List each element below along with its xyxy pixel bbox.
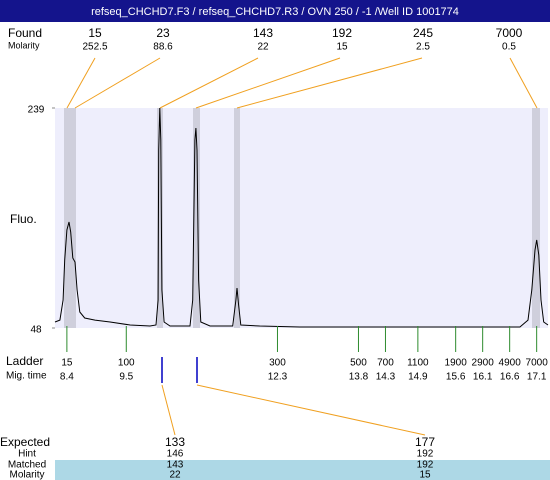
- found-label: Found: [8, 26, 42, 40]
- found-molarity: 88.6: [153, 42, 173, 53]
- chart-title: refseq_CHCHD7.F3 / refseq_CHCHD7.R3 / OV…: [91, 6, 459, 18]
- ladder-sublabel: Mig. time: [6, 371, 47, 382]
- ladder-time: 12.3: [268, 372, 288, 383]
- ladder-time: 14.3: [376, 372, 396, 383]
- molarity-value: 22: [169, 470, 181, 480]
- connectors: [66, 57, 538, 436]
- ladder-time: 13.8: [349, 372, 369, 383]
- ladder-size: 2900: [472, 358, 495, 369]
- found-sublabel: Molarity: [8, 40, 40, 50]
- marker-band: [64, 108, 76, 328]
- ladder-size: 100: [118, 358, 135, 369]
- plot-area: [55, 108, 548, 328]
- ladder-time: 15.6: [446, 372, 466, 383]
- title-bar: [0, 0, 550, 22]
- molarity-band: [55, 470, 550, 480]
- hint-value: 146: [167, 449, 184, 460]
- found-molarity: 252.5: [82, 42, 107, 53]
- ladder-size: 1100: [407, 358, 429, 369]
- y-tick-label: 239: [28, 105, 45, 116]
- y-tick-label: 48: [30, 325, 42, 336]
- ladder-size: 700: [377, 358, 394, 369]
- expected-label: Expected: [0, 435, 50, 449]
- found-size: 143: [253, 26, 273, 40]
- trace: [54, 107, 549, 328]
- marker-band: [532, 108, 540, 328]
- molarity-label: Molarity: [9, 470, 44, 480]
- molarity-value: 15: [419, 470, 431, 480]
- ladder-time: 16.6: [500, 372, 520, 383]
- found-molarity: 15: [336, 42, 348, 53]
- matched-value: 143: [167, 460, 184, 471]
- ladder-size: 7000: [526, 358, 549, 369]
- ladder-size: 500: [350, 358, 367, 369]
- ladder-time: 16.1: [473, 372, 493, 383]
- ladder-time: 14.9: [408, 372, 428, 383]
- hint-value: 192: [417, 449, 434, 460]
- matched-label: Matched: [8, 460, 46, 471]
- ladder-size: 1900: [445, 358, 468, 369]
- ladder-size: 4900: [499, 358, 522, 369]
- found-size: 15: [88, 26, 102, 40]
- matched-band: [55, 460, 550, 470]
- found-size: 7000: [496, 26, 523, 40]
- ladder-size: 300: [269, 358, 286, 369]
- found-size: 245: [413, 26, 433, 40]
- ladder-time: 9.5: [119, 372, 133, 383]
- hint-label: Hint: [18, 449, 36, 460]
- matched-value: 192: [417, 460, 434, 471]
- ladder-label: Ladder: [6, 354, 43, 368]
- marker-band: [234, 108, 240, 328]
- expected-markers: [161, 357, 198, 383]
- ladder-time: 17.1: [527, 372, 547, 383]
- y-label: Fluo.: [10, 212, 37, 226]
- found-molarity: 22: [257, 42, 269, 53]
- marker-band: [157, 108, 163, 328]
- found-size: 23: [156, 26, 170, 40]
- marker-band: [193, 108, 200, 328]
- ladder-time: 8.4: [60, 372, 74, 383]
- found-molarity: 2.5: [416, 42, 430, 53]
- expected-value: 133: [165, 435, 185, 449]
- ladder-size: 15: [61, 358, 73, 369]
- found-size: 192: [332, 26, 352, 40]
- found-molarity: 0.5: [502, 42, 516, 53]
- expected-value: 177: [415, 435, 435, 449]
